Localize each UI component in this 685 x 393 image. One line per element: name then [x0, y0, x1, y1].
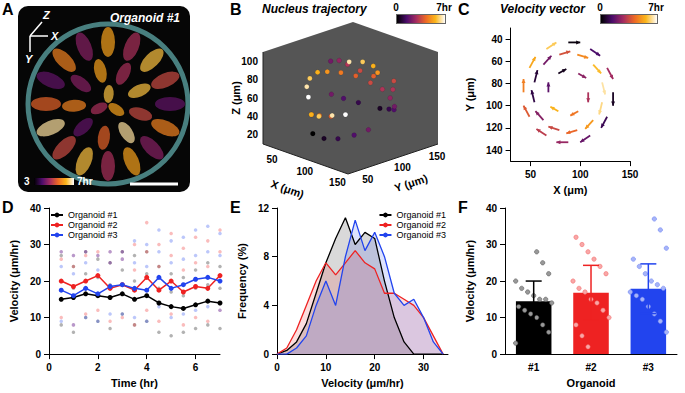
html-text:E: E: [230, 199, 241, 216]
svg-text:30: 30: [30, 239, 42, 250]
svg-text:Velocity (μm/hr): Velocity (μm/hr): [321, 377, 404, 389]
svg-text:100: 100: [394, 162, 411, 173]
svg-text:150: 150: [329, 177, 346, 188]
svg-text:120: 120: [486, 122, 503, 133]
svg-text:20: 20: [486, 276, 498, 287]
svg-text:80: 80: [491, 78, 503, 89]
svg-text:0: 0: [263, 349, 269, 360]
svg-text:10: 10: [320, 362, 332, 373]
svg-text:Organoid #3: Organoid #3: [68, 230, 118, 240]
svg-text:X (μm): X (μm): [553, 184, 588, 196]
html-text:Y: Y: [25, 53, 33, 65]
svg-text:#1: #1: [528, 362, 540, 373]
html-text:0: 0: [597, 2, 603, 13]
html-text:Z: Z: [43, 9, 50, 21]
svg-text:40: 40: [30, 203, 42, 214]
svg-text:0: 0: [35, 349, 41, 360]
svg-text:#3: #3: [643, 362, 655, 373]
html-text:0: 0: [393, 2, 399, 13]
svg-text:Organoid #2: Organoid #2: [396, 220, 446, 230]
svg-text:Y (μm): Y (μm): [393, 172, 429, 194]
svg-text:50: 50: [362, 174, 374, 185]
html-text:F: F: [458, 199, 468, 216]
svg-text:0: 0: [274, 362, 280, 373]
svg-text:40: 40: [486, 203, 498, 214]
svg-text:Velocity (μm/hr): Velocity (μm/hr): [464, 239, 476, 322]
svg-text:40: 40: [491, 34, 503, 45]
svg-text:150: 150: [622, 169, 639, 180]
html-text:A: A: [2, 1, 14, 18]
svg-text:Velocity (μm/hr): Velocity (μm/hr): [8, 239, 20, 322]
html-text:Nucleus trajectory: Nucleus trajectory: [262, 2, 367, 16]
svg-text:20: 20: [247, 129, 259, 140]
svg-text:X (μm): X (μm): [269, 178, 306, 201]
svg-text:100: 100: [572, 169, 589, 180]
svg-text:Organoid #3: Organoid #3: [396, 230, 446, 240]
html-text:B: B: [230, 1, 242, 18]
svg-text:150: 150: [429, 151, 446, 162]
svg-text:8: 8: [263, 251, 269, 262]
svg-text:Frequency (%): Frequency (%): [236, 243, 248, 319]
html-text:X: X: [51, 30, 59, 42]
svg-text:4: 4: [263, 300, 269, 311]
html-text:7hr: 7hr: [436, 2, 452, 13]
svg-text:80: 80: [247, 74, 259, 85]
html-text:Velocity vector: Velocity vector: [500, 2, 585, 16]
svg-text:50: 50: [525, 169, 537, 180]
svg-text:Organoid #1: Organoid #1: [396, 210, 446, 220]
svg-text:Time (hr): Time (hr): [111, 377, 158, 389]
html-text:Organoid #1: Organoid #1: [110, 11, 180, 25]
svg-text:6: 6: [193, 362, 199, 373]
svg-text:60: 60: [491, 56, 503, 67]
html-text:C: C: [458, 1, 470, 18]
svg-text:10: 10: [486, 312, 498, 323]
svg-text:Organoid: Organoid: [567, 377, 616, 389]
html-text:7hr: 7hr: [77, 176, 93, 187]
svg-text:12: 12: [258, 203, 270, 214]
svg-text:100: 100: [241, 56, 258, 67]
svg-text:100: 100: [296, 166, 313, 177]
svg-text:50: 50: [267, 154, 279, 165]
svg-text:#2: #2: [585, 362, 597, 373]
svg-text:Organoid #2: Organoid #2: [68, 220, 118, 230]
svg-text:0: 0: [491, 349, 497, 360]
html-text:D: D: [2, 199, 14, 216]
svg-text:10: 10: [30, 312, 42, 323]
svg-text:40: 40: [247, 111, 259, 122]
svg-text:140: 140: [486, 145, 503, 156]
svg-text:20: 20: [30, 276, 42, 287]
html-text:7hr: 7hr: [648, 2, 664, 13]
svg-text:60: 60: [247, 93, 259, 104]
html-text:3: 3: [24, 176, 30, 187]
svg-text:0: 0: [46, 362, 52, 373]
svg-text:Z (μm): Z (μm): [230, 81, 242, 115]
svg-text:2: 2: [95, 362, 101, 373]
svg-text:30: 30: [486, 239, 498, 250]
svg-text:20: 20: [369, 362, 381, 373]
svg-text:Y (μm): Y (μm): [464, 77, 476, 111]
svg-text:4: 4: [144, 362, 150, 373]
svg-text:100: 100: [486, 100, 503, 111]
svg-text:Organoid #1: Organoid #1: [68, 210, 118, 220]
svg-text:30: 30: [418, 362, 430, 373]
